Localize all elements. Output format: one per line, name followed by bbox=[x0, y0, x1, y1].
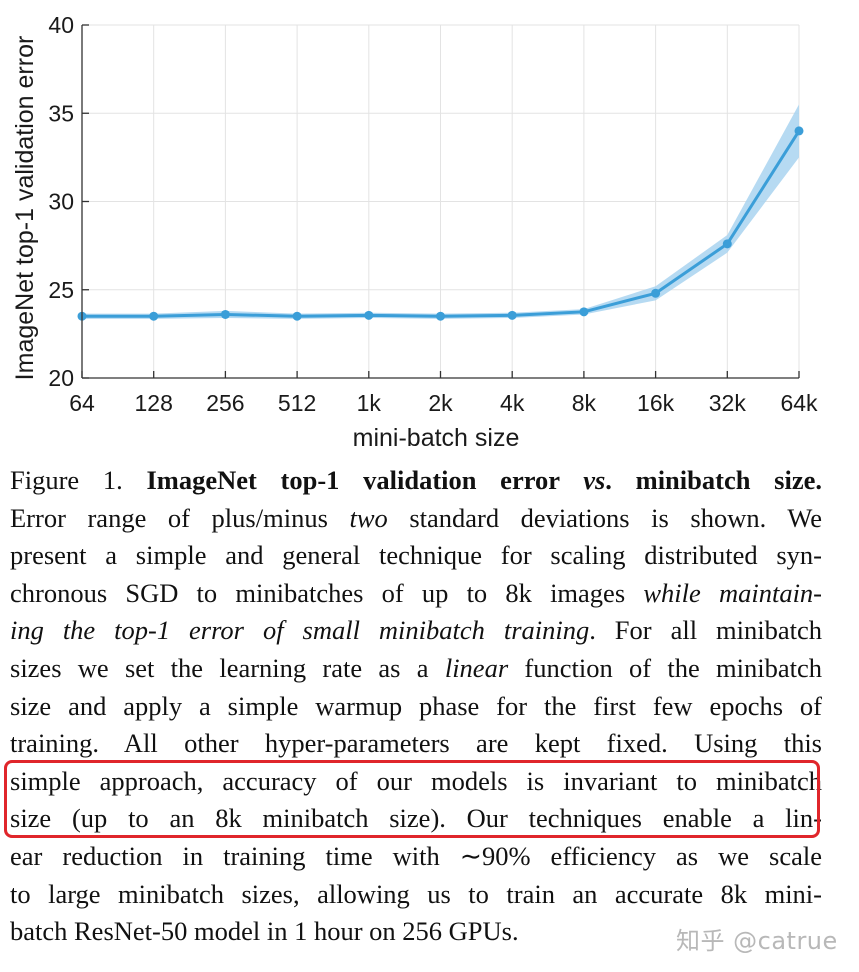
x-tick-label: 256 bbox=[206, 390, 244, 416]
data-point bbox=[722, 239, 732, 249]
data-point bbox=[651, 288, 661, 298]
data-point bbox=[436, 311, 445, 321]
caption-line: size (up to an 8k minibatch size). Our t… bbox=[10, 800, 822, 838]
caption-line: ear reduction in training time with ∼90%… bbox=[10, 838, 822, 876]
data-point bbox=[579, 307, 589, 317]
y-tick-label: 30 bbox=[48, 189, 74, 215]
y-tick-label: 25 bbox=[48, 277, 74, 303]
caption-text: function of the minibatch bbox=[508, 652, 822, 683]
y-tick-label: 40 bbox=[48, 12, 74, 38]
y-axis-label: ImageNet top-1 validation error bbox=[11, 36, 39, 381]
x-tick-label: 512 bbox=[278, 390, 316, 416]
x-tick-label: 64k bbox=[780, 390, 818, 416]
data-point bbox=[507, 310, 517, 320]
x-tick-label: 32k bbox=[709, 390, 747, 416]
caption-text: size and apply a simple warmup phase for… bbox=[10, 690, 822, 721]
caption-text: . minibatch size. bbox=[605, 465, 822, 495]
caption-line: to large minibatch sizes, allowing us to… bbox=[10, 876, 822, 914]
caption-text: batch ResNet-50 model in 1 hour on 256 G… bbox=[10, 916, 519, 947]
y-tick-label: 35 bbox=[48, 100, 74, 126]
x-tick-label: 128 bbox=[135, 390, 173, 416]
caption-line: ing the top-1 error of small minibatch t… bbox=[10, 612, 822, 650]
caption-text: training. All other hyper-parameters are… bbox=[10, 728, 822, 759]
caption-text: ing the top-1 error of small minibatch t… bbox=[10, 615, 590, 646]
x-tick-label: 64 bbox=[69, 390, 95, 416]
x-tick-label: 16k bbox=[637, 390, 675, 416]
data-point bbox=[292, 311, 302, 321]
watermark: 知乎 @catrue bbox=[676, 927, 838, 955]
x-axis-label: mini-batch size bbox=[353, 424, 520, 452]
data-point bbox=[794, 126, 804, 136]
x-tick-label: 4k bbox=[500, 390, 525, 416]
x-tick-label: 8k bbox=[572, 390, 597, 416]
x-tick-labels: 64 128 256 512 1k 2k 4k 8k 16k 32k 64k bbox=[69, 390, 818, 416]
chart-grid bbox=[81, 24, 800, 379]
series-line-group bbox=[77, 126, 804, 321]
y-tick-label: 20 bbox=[48, 365, 74, 391]
chart-axes bbox=[81, 24, 800, 379]
y-tick-labels: 20 25 30 35 40 bbox=[48, 12, 74, 391]
caption-text: size (up to an 8k minibatch size). Our t… bbox=[10, 803, 822, 834]
caption-line: sizes we set the learning rate as a line… bbox=[10, 650, 822, 688]
caption-line: present a simple and general technique f… bbox=[10, 537, 822, 575]
data-point bbox=[149, 311, 159, 321]
caption-line: Figure 1. ImageNet top-1 validation erro… bbox=[10, 462, 822, 500]
caption-text: two bbox=[349, 502, 388, 533]
caption-line: chronous SGD to minibatches of up to 8k … bbox=[10, 575, 822, 613]
caption-line: training. All other hyper-parameters are… bbox=[10, 725, 822, 763]
caption-text: standard deviations is shown. We bbox=[387, 502, 822, 533]
caption-line: simple approach, accuracy of our models … bbox=[10, 763, 822, 801]
x-tick-label: 2k bbox=[428, 390, 453, 416]
caption-text: to large minibatch sizes, allowing us to… bbox=[10, 878, 822, 909]
figure-caption: Figure 1. ImageNet top-1 validation erro… bbox=[10, 462, 822, 951]
data-point bbox=[364, 310, 374, 320]
caption-text: chronous SGD to minibatches of up to 8k … bbox=[10, 577, 644, 608]
caption-text: simple approach, accuracy of our models … bbox=[10, 765, 822, 796]
caption-text: linear bbox=[444, 652, 509, 683]
highlight-box bbox=[4, 760, 820, 838]
caption-text: sizes we set the learning rate as a bbox=[10, 652, 445, 683]
caption-text: ear reduction in training time with ∼90%… bbox=[10, 840, 822, 871]
caption-text: ImageNet top-1 validation error bbox=[146, 465, 584, 495]
caption-text: while maintain- bbox=[643, 577, 823, 608]
caption-text: vs bbox=[583, 465, 606, 495]
caption-text: Figure 1. bbox=[10, 465, 147, 495]
caption-line: Error range of plus/minus two standard d… bbox=[10, 500, 822, 538]
caption-text: present a simple and general technique f… bbox=[10, 540, 822, 571]
caption-text: . For all minibatch bbox=[589, 615, 822, 646]
caption-line: batch ResNet-50 model in 1 hour on 256 G… bbox=[10, 913, 822, 951]
data-point bbox=[220, 309, 230, 319]
caption-text: Error range of plus/minus bbox=[10, 502, 350, 533]
x-tick-label: 1k bbox=[357, 390, 382, 416]
caption-line: size and apply a simple warmup phase for… bbox=[10, 688, 822, 726]
